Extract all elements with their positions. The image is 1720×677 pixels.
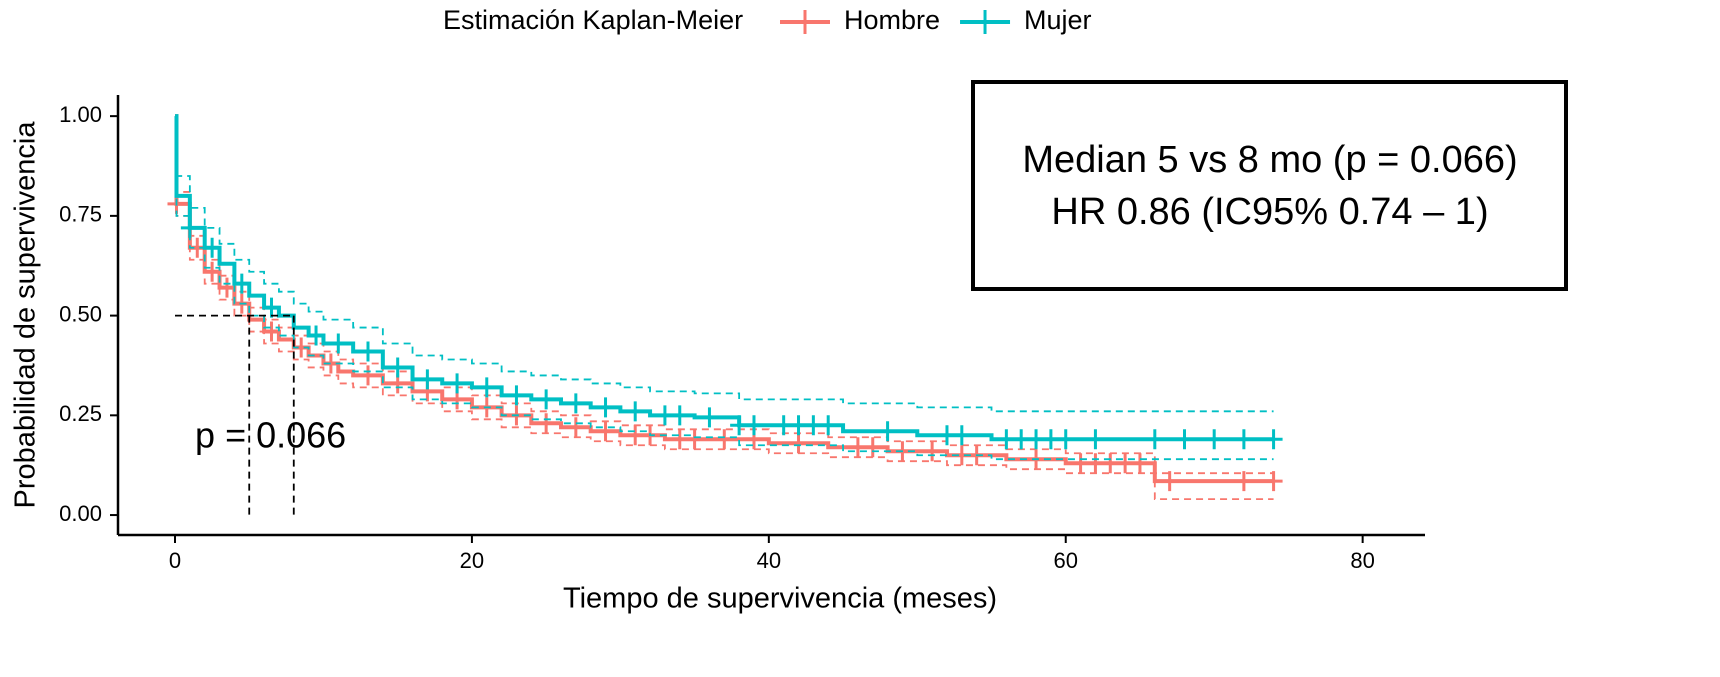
x-tick-label: 20	[460, 548, 484, 573]
stats-line: Median 5 vs 8 mo (p = 0.066)	[1022, 139, 1517, 181]
censor-mark	[537, 389, 556, 410]
y-tick-label: 0.00	[59, 501, 102, 526]
x-tick-label: 80	[1350, 548, 1374, 573]
y-axis-title: Probabilidad de supervivencia	[10, 121, 42, 509]
censor-mark	[789, 433, 808, 454]
censor-mark	[1205, 429, 1224, 450]
censor-mark	[863, 437, 882, 458]
y-tick-label: 0.50	[59, 301, 102, 326]
censor-mark	[1264, 429, 1283, 450]
x-axis-title: Tiempo de supervivencia (meses)	[563, 583, 997, 615]
y-tick-label: 0.25	[59, 401, 102, 426]
x-tick-label: 60	[1053, 548, 1077, 573]
ci-line	[175, 115, 1274, 413]
censor-mark	[1264, 471, 1283, 492]
legend-label: Mujer	[1024, 5, 1092, 35]
censor-mark	[819, 415, 838, 436]
censor-mark	[537, 413, 556, 434]
censor-mark	[262, 321, 281, 342]
censor-mark	[507, 385, 526, 406]
censor-mark	[307, 325, 326, 346]
censor-mark	[358, 341, 377, 362]
censor-mark	[329, 333, 348, 354]
censor-mark	[262, 297, 281, 318]
legend-title: Estimación Kaplan-Meier	[443, 5, 743, 35]
censor-mark	[1056, 429, 1075, 450]
censor-mark	[203, 261, 222, 282]
censor-mark	[1130, 453, 1149, 474]
censor-mark	[418, 369, 437, 390]
legend-label: Hombre	[844, 5, 940, 35]
censor-mark	[596, 397, 615, 418]
censor-mark	[700, 407, 719, 428]
survival-curve	[174, 114, 1274, 442]
x-tick-label: 0	[169, 548, 181, 573]
censor-mark	[1234, 471, 1253, 492]
censor-mark	[923, 441, 942, 462]
censor-mark	[952, 425, 971, 446]
censor-mark	[596, 421, 615, 442]
censor-mark	[685, 429, 704, 450]
ci-line	[175, 115, 1274, 461]
censor-mark	[566, 393, 585, 414]
p-value-annotation: p = 0.066	[195, 415, 346, 456]
y-tick-label: 0.75	[59, 202, 102, 227]
censor-mark	[715, 429, 734, 450]
censor-mark	[878, 421, 897, 442]
censor-mark	[1145, 429, 1164, 450]
censor-mark	[1175, 429, 1194, 450]
censor-mark	[448, 373, 467, 394]
censor-mark	[744, 415, 763, 436]
y-tick-label: 1.00	[59, 102, 102, 127]
censor-mark	[1086, 429, 1105, 450]
stats-line: HR 0.86 (IC95% 0.74 – 1)	[1051, 191, 1488, 233]
censor-mark	[358, 365, 377, 386]
censor-mark	[1234, 429, 1253, 450]
censor-mark	[180, 217, 199, 238]
censor-mark	[477, 377, 496, 398]
censor-mark	[566, 417, 585, 438]
censor-mark	[203, 237, 222, 258]
censor-mark	[626, 401, 645, 422]
x-tick-label: 40	[757, 548, 781, 573]
censor-mark	[1160, 471, 1179, 492]
censor-mark	[388, 357, 407, 378]
censor-mark	[670, 405, 689, 426]
censor-mark	[217, 277, 236, 298]
stats-box	[971, 80, 1568, 291]
censor-mark	[232, 273, 251, 294]
